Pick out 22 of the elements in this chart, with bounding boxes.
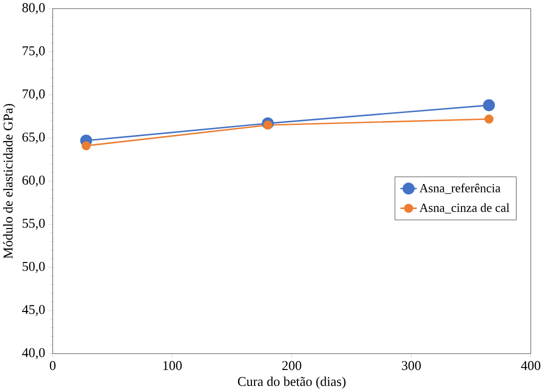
y-tick-label: 55,0 <box>22 218 45 230</box>
y-tick-label: 60,0 <box>22 176 45 187</box>
x-axis-title: Cura do betão (dias) <box>238 376 346 389</box>
legend-label: Asna_referência <box>419 184 500 194</box>
y-tick-label: 80,0 <box>22 3 45 14</box>
y-tick-label: 65,0 <box>22 132 45 144</box>
x-tick-label: 0 <box>50 361 56 370</box>
x-tick-label: 200 <box>282 361 302 370</box>
y-tick-label: 40,0 <box>22 348 45 360</box>
point <box>484 114 494 124</box>
y-tick-label: 75,0 <box>22 46 45 58</box>
point <box>263 120 272 130</box>
y-tick-label: 70,0 <box>22 89 45 100</box>
x-tick-label: 100 <box>163 361 182 370</box>
point <box>82 141 91 150</box>
y-axis-title: Módulo de elasticidade GPa) <box>3 104 16 258</box>
x-tick-label: 400 <box>521 361 540 370</box>
y-tick-label: 45,0 <box>22 305 45 316</box>
x-tick-label: 300 <box>402 361 421 370</box>
legend-label: Asna_cinza de cal <box>419 203 510 214</box>
point <box>483 99 495 112</box>
y-tick-label: 50,0 <box>22 262 45 273</box>
